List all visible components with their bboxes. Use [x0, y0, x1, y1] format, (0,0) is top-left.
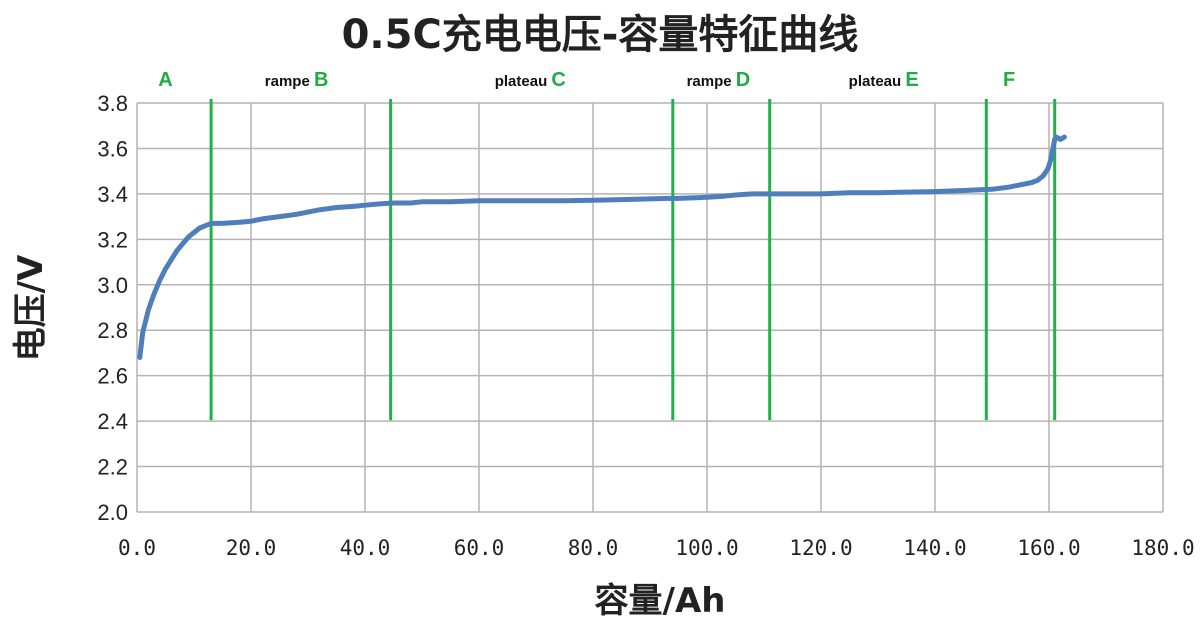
region-label: plateau E [849, 69, 919, 91]
region-label-word: rampe [687, 73, 736, 90]
x-tick-label: 80.0 [568, 536, 619, 560]
y-tick-label: 2.2 [97, 455, 128, 480]
region-markers [209, 99, 1057, 421]
y-tick-label: 2.8 [97, 318, 128, 343]
region-label-word: plateau [849, 73, 906, 90]
x-axis-title: 容量/Ah [595, 581, 726, 621]
region-label-letter: C [551, 69, 565, 91]
region-label: A [158, 69, 172, 91]
region-label-letter: F [1003, 69, 1015, 91]
y-tick-label: 2.4 [97, 409, 128, 434]
region-label-letter: D [736, 69, 750, 91]
x-tick-label: 40.0 [340, 536, 391, 560]
y-tick-label: 3.0 [97, 273, 128, 298]
region-label-letter: A [158, 69, 172, 91]
x-tick-label: 60.0 [454, 536, 505, 560]
x-tick-label: 0.0 [118, 536, 156, 560]
region-label-word: plateau [495, 73, 552, 90]
y-axis-title: 电压/V [11, 254, 51, 361]
region-label-letter: E [905, 69, 918, 91]
y-tick-label: 2.0 [97, 500, 128, 525]
region-label: F [1003, 69, 1015, 91]
y-tick-label: 3.8 [97, 91, 128, 116]
region-label: plateau C [495, 69, 566, 91]
x-tick-label: 180.0 [1131, 536, 1194, 560]
voltage-curve [137, 134, 1067, 360]
region-label-letter: B [314, 69, 328, 91]
y-axis-ticks: 2.0 2.2 2.4 2.6 2.8 3.0 3.2 3.4 3.6 3.8 [97, 91, 128, 525]
x-axis-ticks: 0.0 20.0 40.0 60.0 80.0 100.0 120.0 140.0 160.0 1… [118, 536, 1195, 560]
x-tick-label: 20.0 [226, 536, 277, 560]
y-tick-label: 3.6 [97, 136, 128, 161]
x-tick-label: 140.0 [903, 536, 966, 560]
region-label: rampe B [265, 69, 329, 91]
y-tick-label: 2.6 [97, 364, 128, 389]
x-tick-label: 120.0 [789, 536, 852, 560]
x-tick-label: 160.0 [1017, 536, 1080, 560]
y-tick-label: 3.4 [97, 182, 128, 207]
region-label-word: rampe [265, 73, 314, 90]
region-label: rampe D [687, 69, 751, 91]
grid-lines [136, 102, 1164, 513]
chart-title: 0.5C充电电压-容量特征曲线 [342, 12, 859, 58]
y-tick-label: 3.2 [97, 227, 128, 252]
x-tick-label: 100.0 [675, 536, 738, 560]
